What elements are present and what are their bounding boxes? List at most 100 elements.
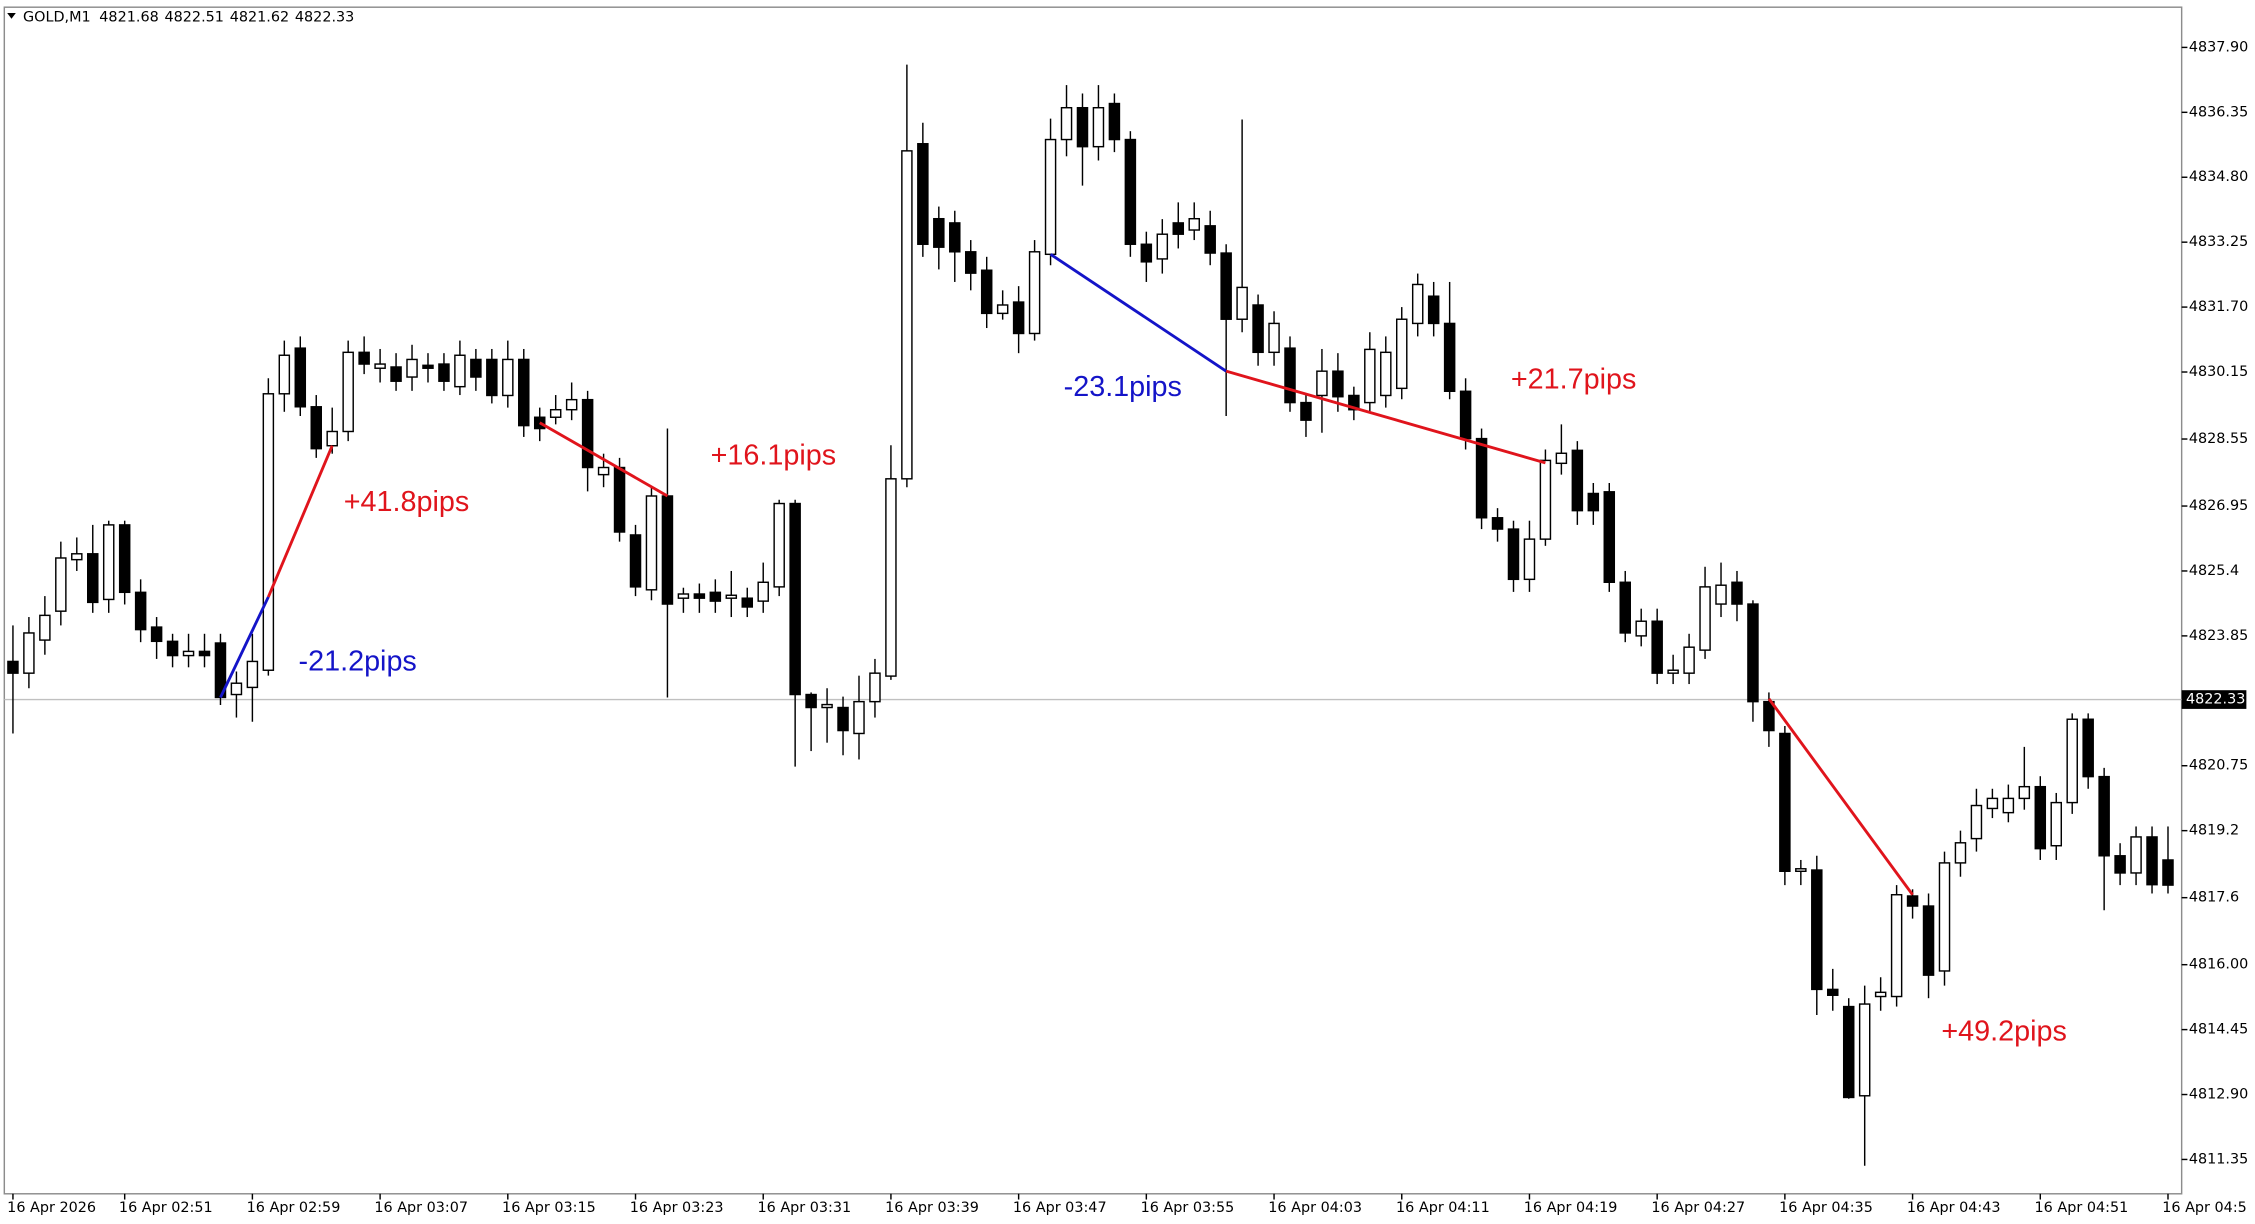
candle-body-down: [1427, 295, 1440, 325]
candle-body-up: [1795, 868, 1807, 872]
candle-body-down: [837, 706, 849, 732]
candle-body-up: [2018, 785, 2031, 800]
candle-body-up: [1092, 106, 1105, 148]
candle-body-down: [1348, 394, 1360, 411]
candle-body-down: [1076, 106, 1089, 148]
candle-body-down: [709, 591, 722, 602]
candle-body-down: [1906, 895, 1919, 907]
candle-body-down: [693, 593, 706, 599]
candle-body-down: [964, 251, 977, 274]
candle-body-down: [1140, 243, 1153, 263]
candle-body-down: [1284, 347, 1296, 404]
candle-body-down: [1220, 252, 1232, 320]
candle-body-up: [1188, 217, 1200, 231]
y-tick-label: 4834.80: [2189, 169, 2248, 185]
candle-body-down: [805, 693, 817, 709]
candle-body-down: [198, 650, 211, 657]
candle-body-up: [502, 358, 514, 397]
candle-body-up: [1539, 459, 1552, 540]
candle-body-down: [933, 217, 945, 248]
candle-body-down: [1842, 1005, 1855, 1099]
x-tick-label: 16 Apr 03:31: [757, 1200, 851, 1216]
candle-body-up: [278, 354, 291, 395]
y-tick-label: 4831.70: [2189, 299, 2248, 315]
candle-body-up: [1156, 233, 1169, 260]
candle-body-up: [1236, 286, 1248, 320]
candle-body-down: [1747, 603, 1759, 703]
candle-body-up: [1396, 318, 1408, 390]
candle-body-up: [2066, 718, 2078, 804]
candle-body-down: [118, 524, 131, 594]
candle-body-up: [1715, 584, 1727, 605]
x-tick-label: 16 Apr 2026: [7, 1200, 96, 1216]
candle-body-up: [102, 524, 115, 601]
candle-body-down: [87, 553, 99, 604]
candle-body-up: [1858, 1003, 1871, 1097]
x-tick-label: 16 Apr 04:03: [1268, 1200, 1362, 1216]
x-tick-label: 16 Apr 04:35: [1779, 1200, 1873, 1216]
high-price: 4822.51: [164, 9, 223, 25]
candle-body-up: [1874, 991, 1887, 998]
candle-body-down: [980, 269, 993, 315]
candle-body-down: [1827, 988, 1839, 996]
candle-body-up: [725, 594, 738, 599]
candle-body-down: [2098, 775, 2110, 857]
candle-body-up: [374, 363, 386, 369]
open-price: 4821.68: [99, 9, 158, 25]
y-tick-label: 4819.2: [2189, 823, 2239, 839]
candle-body-up: [901, 150, 913, 480]
x-tick-label: 16 Apr 02:59: [247, 1200, 341, 1216]
candle-body-up: [326, 430, 338, 447]
candle-body-down: [518, 358, 530, 427]
x-tick-label: 16 Apr 03:47: [1013, 1200, 1107, 1216]
candle-body-up: [1635, 620, 1647, 637]
y-tick-label: 4817.6: [2189, 890, 2239, 906]
candle-body-up: [1555, 452, 1568, 465]
candle-body-down: [1603, 491, 1616, 583]
candle-body-up: [55, 557, 67, 612]
candle-body-down: [1587, 492, 1600, 512]
candle-body-down: [470, 358, 482, 378]
candle-body-down: [581, 398, 594, 469]
trend-line: [267, 445, 334, 598]
candle-body-down: [1012, 301, 1025, 335]
x-tick-label: 16 Apr 04:43: [1907, 1200, 2001, 1216]
candle-body-up: [1954, 842, 1967, 864]
candle-body-up: [597, 466, 610, 476]
candle-body-down: [1779, 732, 1791, 872]
candle-body-down: [1443, 322, 1456, 392]
candle-body-up: [869, 672, 881, 703]
candle-body-up: [885, 478, 897, 677]
plot-frame: [3, 6, 2183, 1195]
y-tick-label: 4826.95: [2189, 498, 2248, 514]
candle-body-up: [182, 650, 195, 657]
candle-body-up: [71, 553, 83, 561]
x-tick-label: 16 Apr 04:27: [1651, 1200, 1745, 1216]
x-tick-label: 16 Apr 04:11: [1396, 1200, 1490, 1216]
candle-body-up: [1380, 351, 1392, 397]
y-tick-label: 4820.75: [2189, 758, 2248, 774]
x-tick-label: 16 Apr 03:39: [885, 1200, 979, 1216]
pips-label: +21.7pips: [1511, 364, 1636, 396]
candle-body-down: [166, 640, 179, 657]
candle-body-down: [1204, 225, 1216, 254]
price-label-box: [2181, 690, 2247, 709]
y-tick-label: 4833.25: [2189, 234, 2248, 250]
pips-label: +49.2pips: [1941, 1015, 2066, 1047]
candle-body-up: [677, 593, 690, 599]
candle-body-down: [438, 363, 450, 382]
candle-body-up: [1364, 348, 1376, 404]
candle-body-down: [2162, 859, 2174, 886]
candle-body-down: [1459, 390, 1472, 440]
pips-label: -21.2pips: [299, 646, 417, 678]
candle-body-down: [613, 466, 626, 533]
candle-body-down: [2146, 836, 2158, 886]
trend-line: [219, 596, 270, 699]
pips-label: +16.1pips: [711, 440, 836, 472]
x-tick-label: 16 Apr 04:51: [2035, 1200, 2129, 1216]
candle-body-up: [1044, 138, 1057, 256]
candle-body-down: [2114, 855, 2126, 874]
y-tick-label: 4814.45: [2189, 1022, 2248, 1038]
y-tick-label: 4816.00: [2189, 957, 2248, 973]
